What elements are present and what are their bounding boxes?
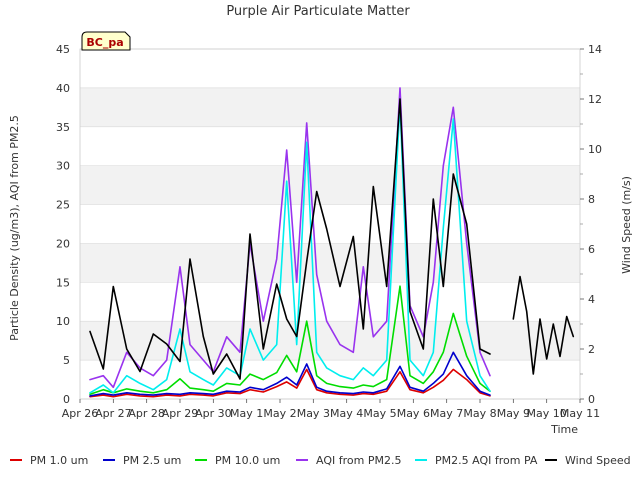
legend-label: PM 2.5 um (123, 454, 181, 467)
y-left-axis-label: Particle Density (ug/m3), AQI from PM2.5 (8, 115, 21, 341)
legend-label: PM 1.0 um (30, 454, 88, 467)
y-right-tick-label: 2 (588, 343, 595, 356)
y-left-tick-label: 40 (56, 82, 70, 95)
y-right-axis-label: Wind Speed (m/s) (620, 176, 633, 274)
series-line-wind-speed (89, 98, 491, 380)
x-tick-label: Apr 29 (162, 407, 199, 420)
site-badge: BC_pa (81, 31, 131, 51)
y-right-tick-label: 14 (588, 43, 602, 56)
series-line-pm-2-5-um (89, 351, 491, 397)
x-tick-label: May 1 (230, 407, 263, 420)
x-tick-label: May 4 (330, 407, 363, 420)
y-left-tick-label: 15 (56, 276, 70, 289)
series-line-wind-speed (512, 275, 575, 375)
x-tick-label: May 7 (430, 407, 463, 420)
x-axis-label: Time (550, 423, 578, 436)
legend-label: PM 10.0 um (215, 454, 280, 467)
y-left-tick-label: 0 (63, 393, 70, 406)
legend: PM 1.0 um PM 2.5 um PM 10.0 um AQI from PM2… (10, 454, 631, 467)
y-left-tick-label: 35 (56, 121, 70, 134)
x-tick-label: May 11 (560, 407, 600, 420)
y-right-tick-label: 10 (588, 143, 602, 156)
y-right-tick-label: 0 (588, 393, 595, 406)
site-badge-label: BC_pa (86, 36, 123, 49)
legend-label: Wind Speed (565, 454, 631, 467)
legend-label: AQI from PM2.5 (316, 454, 401, 467)
series-line-pm2-5-aqi-from-pa (89, 102, 491, 394)
y-right-tick-label: 6 (588, 243, 595, 256)
x-tick-label: May 10 (527, 407, 567, 420)
series-line-pm-1-0-um (89, 368, 491, 398)
y-left-tick-label: 30 (56, 160, 70, 173)
y-left-tick-labels: 0 5 10 15 20 25 30 35 40 45 (56, 43, 70, 406)
x-tick-label: May 2 (263, 407, 296, 420)
y-left-tick-label: 20 (56, 237, 70, 250)
x-tick-label: Apr 26 (62, 407, 99, 420)
y-right-tick-label: 8 (588, 193, 595, 206)
y-left-tick-label: 5 (63, 354, 70, 367)
x-tick-label: May 9 (497, 407, 530, 420)
x-tick-label: Apr 27 (95, 407, 132, 420)
x-tick-label: Apr 28 (128, 407, 165, 420)
y-right-tick-label: 12 (588, 93, 602, 106)
x-tick-label: Apr 30 (195, 407, 232, 420)
y-left-tick-label: 10 (56, 315, 70, 328)
x-tick-label: May 6 (397, 407, 430, 420)
plot-band (80, 87, 580, 127)
x-tick-label: May 3 (297, 407, 330, 420)
y-right-tick-labels: 0 2 4 6 8 10 12 14 (580, 43, 602, 406)
plot-band (80, 165, 580, 205)
y-left-tick-label: 45 (56, 43, 70, 56)
y-left-tick-label: 25 (56, 199, 70, 212)
plot-band (80, 243, 580, 283)
x-tick-label: May 8 (463, 407, 496, 420)
legend-label: PM2.5 AQI from PA (435, 454, 538, 467)
plot-bands (80, 87, 580, 361)
series-group (89, 87, 575, 398)
series-line-pm-10-0-um (89, 285, 491, 396)
y-right-tick-label: 4 (588, 293, 595, 306)
chart-title: Purple Air Particulate Matter (226, 4, 410, 19)
x-tick-label: May 5 (363, 407, 396, 420)
series-line-aqi-from-pm2-5 (89, 87, 491, 389)
